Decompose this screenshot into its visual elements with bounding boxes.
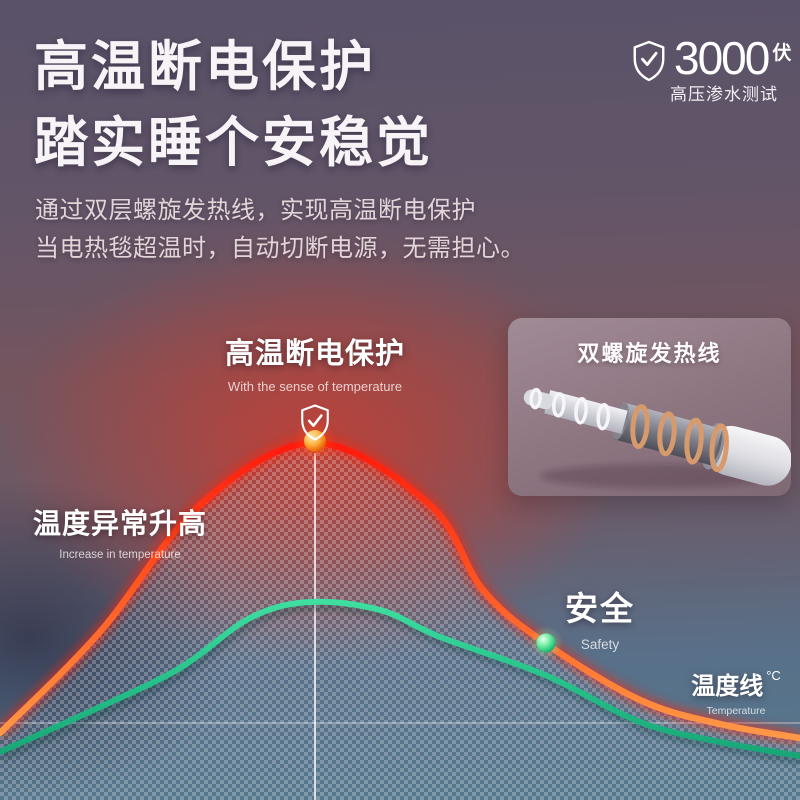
temperature-axis-unit: °C <box>766 668 781 683</box>
heating-wire-card: 双螺旋发热线 <box>508 318 791 496</box>
heating-wire-illustration <box>523 387 791 488</box>
temperature-rise-label-zh: 温度异常升高 <box>32 509 207 540</box>
temperature-axis-label: 温度线 °C Temperature <box>676 666 796 717</box>
safety-label: 安全 Safety <box>538 582 662 652</box>
page-title-line1: 高温断电保护 <box>34 37 376 97</box>
protection-label-zh: 高温断电保护 <box>224 338 405 370</box>
temperature-rise-label: 温度异常升高 Increase in temperature <box>30 502 210 561</box>
voltage-caption: 高压渗水测试 <box>670 85 778 104</box>
safe-curve-shadow <box>0 602 800 765</box>
safe-curve <box>0 598 800 759</box>
voltage-value: 3000 <box>674 32 770 84</box>
heating-wire-card-title: 双螺旋发热线 <box>577 341 722 366</box>
voltage-unit: 伏 <box>772 43 792 64</box>
temperature-rise-label-en: Increase in temperature <box>59 549 181 561</box>
voltage-badge: 3000 伏 <box>630 32 792 84</box>
safe-point-marker <box>536 633 556 653</box>
safety-label-en: Safety <box>580 637 620 652</box>
copper-spiral <box>630 404 729 473</box>
safety-label-zh: 安全 <box>565 592 635 628</box>
page-title-line2: 踏实睡个安稳觉 <box>34 113 433 173</box>
shield-check-icon <box>633 40 665 82</box>
temperature-axis-label-zh: 温度线 <box>691 674 764 700</box>
cable-group <box>523 387 791 486</box>
cable-metal-layer <box>613 402 723 466</box>
protection-label: 高温断电保护 With the sense of temperature <box>165 330 465 447</box>
shield-check-icon <box>301 404 329 441</box>
description-line2: 当电热毯超温时，自动切断电源，无需担心。 <box>35 236 525 262</box>
protection-label-en: With the sense of temperature <box>227 379 403 394</box>
white-spiral <box>529 387 611 431</box>
description-line1: 通过双层螺旋发热线，实现高温断电保护 <box>35 198 476 224</box>
temperature-curve <box>0 439 800 742</box>
temperature-axis-label-en: Temperature <box>706 705 766 717</box>
